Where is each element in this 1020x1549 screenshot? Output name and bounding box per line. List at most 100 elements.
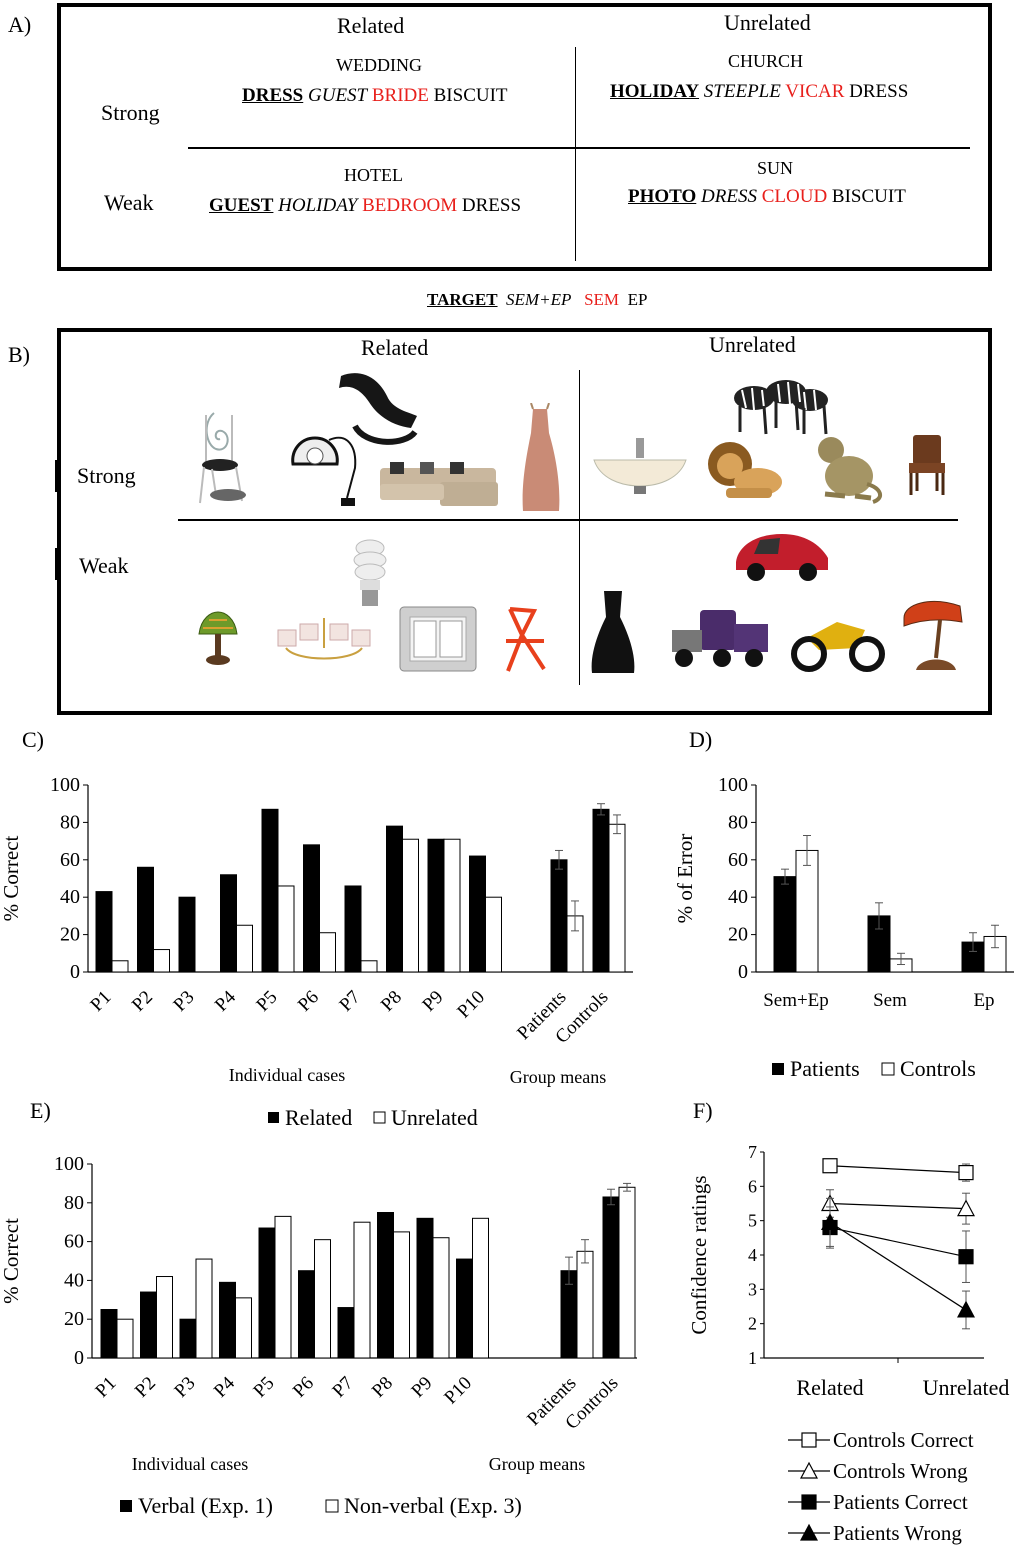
bar-P5-Unrelated [277, 885, 295, 973]
marker-square-filled [801, 1494, 817, 1510]
panel-a-col-unrelated: Unrelated [724, 10, 811, 35]
words-strong-unrelated: HOLIDAY STEEPLE VICAR DRESS [610, 81, 908, 103]
y-axis-title: % of Error [673, 834, 697, 924]
x-tick-label: P7 [335, 987, 364, 1016]
bar-P4-Unrelated [236, 924, 253, 973]
x-tick-label: P8 [377, 987, 406, 1016]
ep-word: BISCUIT [433, 85, 508, 106]
legend-swatch-related [268, 1112, 279, 1123]
panel-a-row-strong: Strong [101, 100, 160, 125]
y-tick-label: 1 [748, 1348, 757, 1368]
sem-word: VICAR [785, 81, 845, 102]
legend-label: Patients Correct [833, 1490, 968, 1514]
marker-triangle-filled [821, 1213, 839, 1230]
legend-swatch-unrelated [373, 1111, 386, 1124]
group-label-group: Group means [489, 1454, 585, 1474]
monkey-image [818, 437, 883, 504]
y-tick-label: 20 [60, 924, 80, 946]
legend-label-nonverbal: Non-verbal (Exp. 3) [344, 1493, 522, 1518]
marker-square-filled [958, 1249, 974, 1265]
y-tick-label: 7 [748, 1142, 757, 1162]
bar-Sem+Ep-Controls [795, 849, 819, 973]
bar-P7-Verbal (Exp. 1) [337, 1307, 355, 1359]
bar-P9-Verbal (Exp. 1) [416, 1217, 434, 1359]
series-line-Controls Correct [829, 1165, 967, 1174]
key-ep: EP [627, 290, 648, 309]
series-line-Controls Wrong [829, 1202, 967, 1210]
bar-P6-Verbal (Exp. 1) [298, 1270, 315, 1359]
bar-Controls-Unrelated [608, 823, 626, 973]
x-tick-label: P10 [440, 1373, 476, 1409]
y-tick-label: 5 [748, 1211, 757, 1231]
y-tick-label: 40 [60, 886, 80, 908]
lounge-chair-image [339, 373, 418, 445]
bar-P10-Related [469, 855, 486, 973]
bar-P3-Verbal (Exp. 1) [179, 1318, 197, 1359]
y-tick-label: 0 [74, 1347, 84, 1369]
bar-Patients-Related [550, 859, 568, 973]
sem-word: BRIDE [371, 85, 429, 106]
bar-P8-Non-verbal (Exp. 3) [393, 1231, 410, 1359]
y-tick-label: 60 [64, 1231, 84, 1253]
y-axis-title: % Correct [0, 1218, 23, 1304]
y-tick-label: 6 [748, 1176, 757, 1196]
folding-chair-image [506, 607, 546, 672]
cue-hotel: HOTEL [344, 165, 403, 185]
legend-swatch-verbal [120, 1500, 132, 1512]
panel-a-divider-horizontal [188, 147, 970, 149]
x-tick-label: P3 [170, 1373, 199, 1402]
panel-b-col-unrelated: Unrelated [709, 332, 796, 357]
bar-P10-Non-verbal (Exp. 3) [472, 1217, 489, 1359]
marker-triangle-open [957, 1199, 975, 1217]
ep-word: DRESS [461, 195, 522, 216]
panel-a-key: TARGET SEM+EP SEM EP [427, 290, 647, 310]
car-image [736, 534, 828, 581]
x-tick-label: P2 [131, 1373, 160, 1402]
sem-word: BEDROOM [362, 195, 458, 216]
panel-b-tick-weak [55, 548, 61, 580]
legend-swatch-nonverbal [325, 1499, 339, 1513]
banker-lamp-image [903, 601, 963, 670]
bar-P10-Verbal (Exp. 1) [456, 1258, 473, 1359]
bar-P8-Verbal (Exp. 1) [377, 1212, 394, 1359]
bar-P9-Non-verbal (Exp. 3) [432, 1237, 450, 1359]
bar-P4-Related [220, 874, 237, 973]
marker-square-open [822, 1158, 838, 1174]
chart-c: 0 20 40 60 80 100 % Correct P1 P2 P3 P4 P5 P6 P7 P8 P9 P… [0, 774, 633, 1087]
cue-sun: SUN [757, 158, 794, 178]
x-tick-label: P6 [289, 1373, 318, 1402]
bar-P5-Related [261, 808, 279, 973]
series-line-Patients Correct [829, 1226, 967, 1258]
panel-a-col-related: Related [337, 13, 405, 38]
legend-label: Patients Wrong [833, 1521, 962, 1545]
x-tick-label: P7 [328, 1373, 357, 1402]
x-tick-label: P9 [407, 1373, 436, 1402]
legend-label-verbal: Verbal (Exp. 1) [138, 1493, 273, 1518]
y-tick-label: 20 [728, 924, 748, 946]
legend-label-unrelated: Unrelated [391, 1105, 478, 1130]
semep-word: HOLIDAY [278, 195, 358, 216]
marker-triangle-filled [800, 1523, 818, 1541]
light-bulb-image [353, 539, 387, 606]
bar-P5-Verbal (Exp. 1) [258, 1227, 276, 1359]
target-word: GUEST [209, 195, 274, 216]
bar-P6-Related [303, 844, 320, 973]
bar-P9-Unrelated [443, 838, 461, 973]
ep-word: BISCUIT [831, 186, 906, 207]
desk-lamp-image [291, 436, 357, 506]
y-tick-label: 4 [748, 1245, 757, 1265]
bar-P4-Non-verbal (Exp. 3) [235, 1297, 252, 1359]
marker-square-open [958, 1164, 974, 1181]
y-tick-label: 100 [54, 1153, 84, 1175]
panel-f-letter: F) [693, 1098, 713, 1123]
y-tick-label: 80 [728, 811, 748, 833]
bar-P5-Non-verbal (Exp. 3) [274, 1215, 292, 1359]
y-tick-label: 100 [718, 774, 748, 796]
bar-P7-Non-verbal (Exp. 3) [353, 1221, 371, 1359]
y-tick-label: 2 [748, 1314, 757, 1334]
ep-word: DRESS [849, 81, 909, 102]
marker-square-open [801, 1432, 817, 1448]
legend-label-related: Related [285, 1105, 352, 1130]
motorcycle-image [791, 622, 885, 672]
semep-word: DRESS [701, 186, 757, 207]
